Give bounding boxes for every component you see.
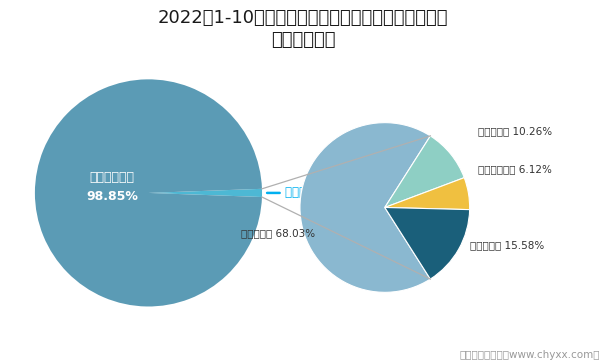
Wedge shape	[148, 189, 262, 197]
Text: 水力发电量 10.26%: 水力发电量 10.26%	[478, 126, 552, 136]
Text: 吉林省 1.15%: 吉林省 1.15%	[285, 186, 351, 199]
Text: 火力发电量 68.03%: 火力发电量 68.03%	[241, 228, 315, 238]
Wedge shape	[385, 178, 470, 210]
Wedge shape	[35, 79, 262, 306]
Text: 制图：智研咨询（www.chyxx.com）: 制图：智研咨询（www.chyxx.com）	[459, 351, 600, 360]
Wedge shape	[385, 207, 470, 279]
Text: 全国其他省份
98.85%: 全国其他省份 98.85%	[86, 171, 138, 203]
Wedge shape	[385, 136, 464, 207]
Text: 太阳能发电量 6.12%: 太阳能发电量 6.12%	[478, 164, 552, 174]
Text: 风力发电量 15.58%: 风力发电量 15.58%	[470, 241, 544, 251]
Text: 2022年1-10月吉林省发电量占全国比重及该地区各发: 2022年1-10月吉林省发电量占全国比重及该地区各发	[158, 9, 448, 27]
Wedge shape	[300, 123, 430, 292]
Text: 电类型占比图: 电类型占比图	[271, 31, 335, 49]
